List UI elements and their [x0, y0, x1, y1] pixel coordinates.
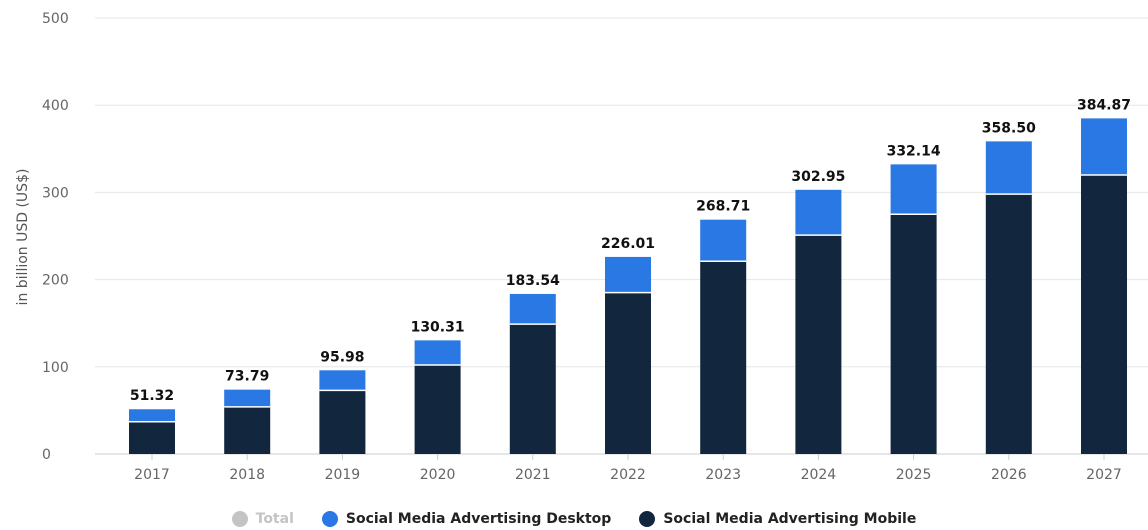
legend-label-mobile: Social Media Advertising Mobile — [663, 511, 917, 527]
bar-desktop[interactable] — [605, 256, 651, 293]
bar-desktop[interactable] — [414, 340, 461, 366]
x-tick-label: 2023 — [705, 467, 741, 483]
legend-item-mobile[interactable]: Social Media Advertising Mobile — [639, 508, 916, 530]
stacked-bar-chart: 0 100 200 300 400 500 in billion USD (US$) 51… — [15, 11, 1148, 483]
bar-desktop[interactable] — [1081, 118, 1127, 175]
y-tick-label: 500 — [42, 11, 69, 27]
x-tick-label: 2027 — [1086, 467, 1122, 483]
y-tick-label: 200 — [42, 273, 69, 289]
bar-mobile[interactable] — [1081, 174, 1127, 454]
bar-mobile[interactable] — [224, 406, 271, 454]
x-tick-label: 2019 — [325, 467, 361, 483]
x-tick-label: 2017 — [134, 467, 170, 483]
total-label: 226.01 — [601, 236, 655, 252]
bar-mobile[interactable] — [319, 390, 366, 454]
total-label: 130.31 — [411, 319, 465, 335]
bar-desktop[interactable] — [985, 141, 1032, 195]
total-label: 332.14 — [887, 143, 941, 159]
x-axis-ticks: 2017 2018 2019 2020 2021 2022 2023 2024 2025 2026… — [134, 454, 1122, 483]
x-tick-label: 2026 — [991, 467, 1027, 483]
bar-mobile[interactable] — [795, 235, 842, 454]
x-tick-label: 2025 — [896, 467, 932, 483]
total-labels: 51.32 73.79 95.98 130.31 183.54 226.01 268.71 3… — [130, 97, 1131, 404]
y-tick-label: 100 — [42, 360, 69, 376]
x-tick-label: 2018 — [229, 467, 265, 483]
total-label: 384.87 — [1077, 97, 1131, 113]
bar-desktop[interactable] — [224, 389, 271, 407]
bar-desktop[interactable] — [700, 219, 747, 262]
legend-item-total[interactable]: Total — [231, 508, 294, 530]
bar-mobile[interactable] — [890, 214, 937, 454]
total-label: 268.71 — [696, 199, 750, 215]
bar-desktop[interactable] — [129, 409, 175, 422]
bar-mobile[interactable] — [700, 261, 747, 454]
y-axis-ticks: 0 100 200 300 400 500 — [42, 11, 69, 463]
legend-dot-mobile — [639, 511, 656, 527]
bar-mobile[interactable] — [414, 365, 461, 454]
legend-dot-total — [231, 511, 248, 527]
y-tick-label: 0 — [42, 447, 51, 463]
bars[interactable] — [129, 118, 1127, 455]
total-label: 358.50 — [982, 120, 1036, 136]
x-tick-label: 2022 — [610, 467, 646, 483]
x-tick-label: 2024 — [801, 467, 837, 483]
y-axis-label: in billion USD (US$) — [15, 169, 31, 306]
bar-mobile[interactable] — [985, 194, 1032, 455]
x-tick-label: 2021 — [515, 467, 551, 483]
y-tick-label: 300 — [42, 185, 69, 201]
total-label: 302.95 — [791, 169, 845, 185]
bar-desktop[interactable] — [890, 164, 937, 215]
total-label: 183.54 — [506, 273, 560, 289]
legend-label-desktop: Social Media Advertising Desktop — [345, 511, 612, 527]
bar-desktop[interactable] — [509, 293, 556, 325]
bar-mobile[interactable] — [509, 324, 556, 454]
x-tick-label: 2020 — [420, 467, 456, 483]
y-tick-label: 400 — [42, 98, 69, 114]
legend-dot-desktop — [321, 511, 338, 527]
legend: Total Social Media Advertising Desktop S… — [0, 508, 1148, 530]
legend-item-desktop[interactable]: Social Media Advertising Desktop — [321, 508, 612, 530]
bar-desktop[interactable] — [795, 189, 842, 236]
bar-mobile[interactable] — [129, 421, 175, 454]
total-label: 95.98 — [320, 349, 364, 365]
legend-label-total: Total — [255, 511, 294, 527]
total-label: 73.79 — [225, 369, 269, 385]
bar-mobile[interactable] — [605, 292, 651, 454]
bar-desktop[interactable] — [319, 370, 366, 391]
total-label: 51.32 — [130, 388, 174, 404]
